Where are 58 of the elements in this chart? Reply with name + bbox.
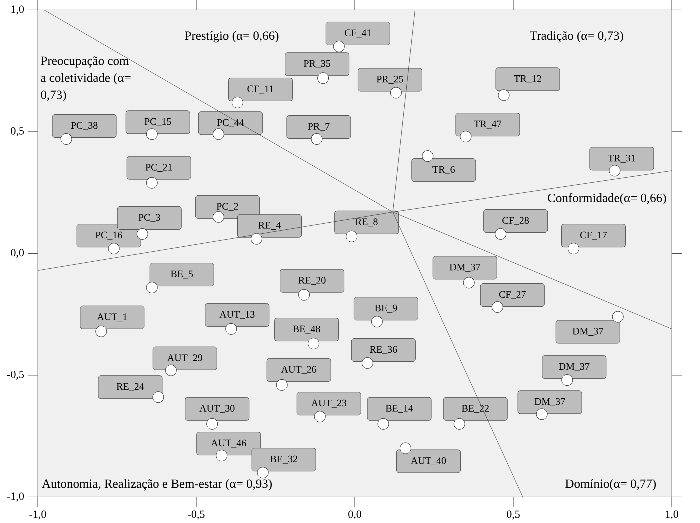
x-tick-label: 0,0 bbox=[348, 510, 362, 520]
annotation: BE_14 bbox=[386, 405, 414, 413]
annotation: BE_9 bbox=[375, 304, 398, 313]
annotation: BE_22 bbox=[462, 405, 489, 414]
x-tick-label: -0,5 bbox=[188, 510, 205, 520]
annotation: PC_16 bbox=[96, 232, 122, 240]
annotation: CF_41 bbox=[344, 30, 372, 38]
annotation: PC_44 bbox=[217, 119, 244, 128]
annotation: PC_38 bbox=[71, 122, 98, 130]
y-tick-label: 0,5 bbox=[11, 127, 24, 136]
annotation: Autonomia, Realização e Bem-estar (α= 0,93) bbox=[42, 479, 272, 491]
annotation: Tradição (α= 0,73) bbox=[530, 31, 624, 43]
annotation: AUT_13 bbox=[220, 311, 255, 320]
annotation: RE_4 bbox=[258, 222, 281, 230]
annotation: PC_21 bbox=[146, 164, 172, 172]
annotation: RE_36 bbox=[370, 346, 398, 354]
annotation: AUT_1 bbox=[97, 314, 128, 322]
annotation: DM_37 bbox=[450, 264, 480, 272]
x-tick-label: 0,5 bbox=[507, 510, 520, 520]
annotation: TR_31 bbox=[608, 154, 636, 163]
annotation: DM_37 bbox=[534, 398, 566, 406]
annotation: AUT_46 bbox=[211, 440, 246, 448]
annotation: AUT_23 bbox=[311, 400, 347, 408]
annotation: RE_8 bbox=[356, 218, 378, 227]
annotation: AUT_26 bbox=[281, 366, 317, 374]
annotation: PR_25 bbox=[376, 76, 404, 84]
y-tick-label: -1,0 bbox=[7, 492, 24, 502]
annotation: CF_27 bbox=[499, 291, 526, 300]
annotation: DM_37 bbox=[572, 328, 604, 336]
annotation: PC_3 bbox=[138, 214, 160, 222]
annotation: RE_20 bbox=[298, 277, 326, 285]
annotation: AUT_40 bbox=[411, 457, 446, 466]
annotation: RE_24 bbox=[116, 383, 144, 392]
annotation: TR_6 bbox=[432, 166, 456, 174]
annotation: TR_47 bbox=[474, 120, 502, 129]
annotation: AUT_30 bbox=[200, 405, 235, 414]
annotation: PC_2 bbox=[216, 203, 238, 212]
y-tick-label: 0,0 bbox=[11, 249, 24, 258]
annotation: CF_17 bbox=[580, 232, 608, 240]
annotation: AUT_29 bbox=[167, 354, 203, 362]
annotation: Preocupação com a coletividade (α= 0,73) bbox=[41, 56, 131, 102]
annotation: PC_15 bbox=[144, 118, 172, 126]
annotation: PR_7 bbox=[308, 123, 330, 132]
x-tick-label: -1,0 bbox=[30, 510, 46, 520]
annotation: TR_12 bbox=[514, 75, 542, 84]
y-tick-label: -0,5 bbox=[7, 370, 24, 380]
annotation: CF_28 bbox=[502, 217, 530, 226]
annotation: BE_48 bbox=[293, 326, 320, 334]
annotation: Domínio(α= 0,77) bbox=[566, 479, 656, 491]
annotation: BE_32 bbox=[270, 456, 298, 464]
annotation: Prestígio (α= 0,66) bbox=[185, 31, 279, 43]
annotation: Conformidade(α= 0,66) bbox=[548, 193, 666, 205]
annotation: CF_11 bbox=[248, 86, 274, 94]
annotation: PR_35 bbox=[304, 60, 331, 68]
annotation: DM_37 bbox=[559, 363, 590, 372]
x-tick-label: 1,0 bbox=[666, 510, 678, 520]
annotation: BE_5 bbox=[171, 270, 194, 279]
y-tick-label: 1,0 bbox=[12, 6, 24, 15]
